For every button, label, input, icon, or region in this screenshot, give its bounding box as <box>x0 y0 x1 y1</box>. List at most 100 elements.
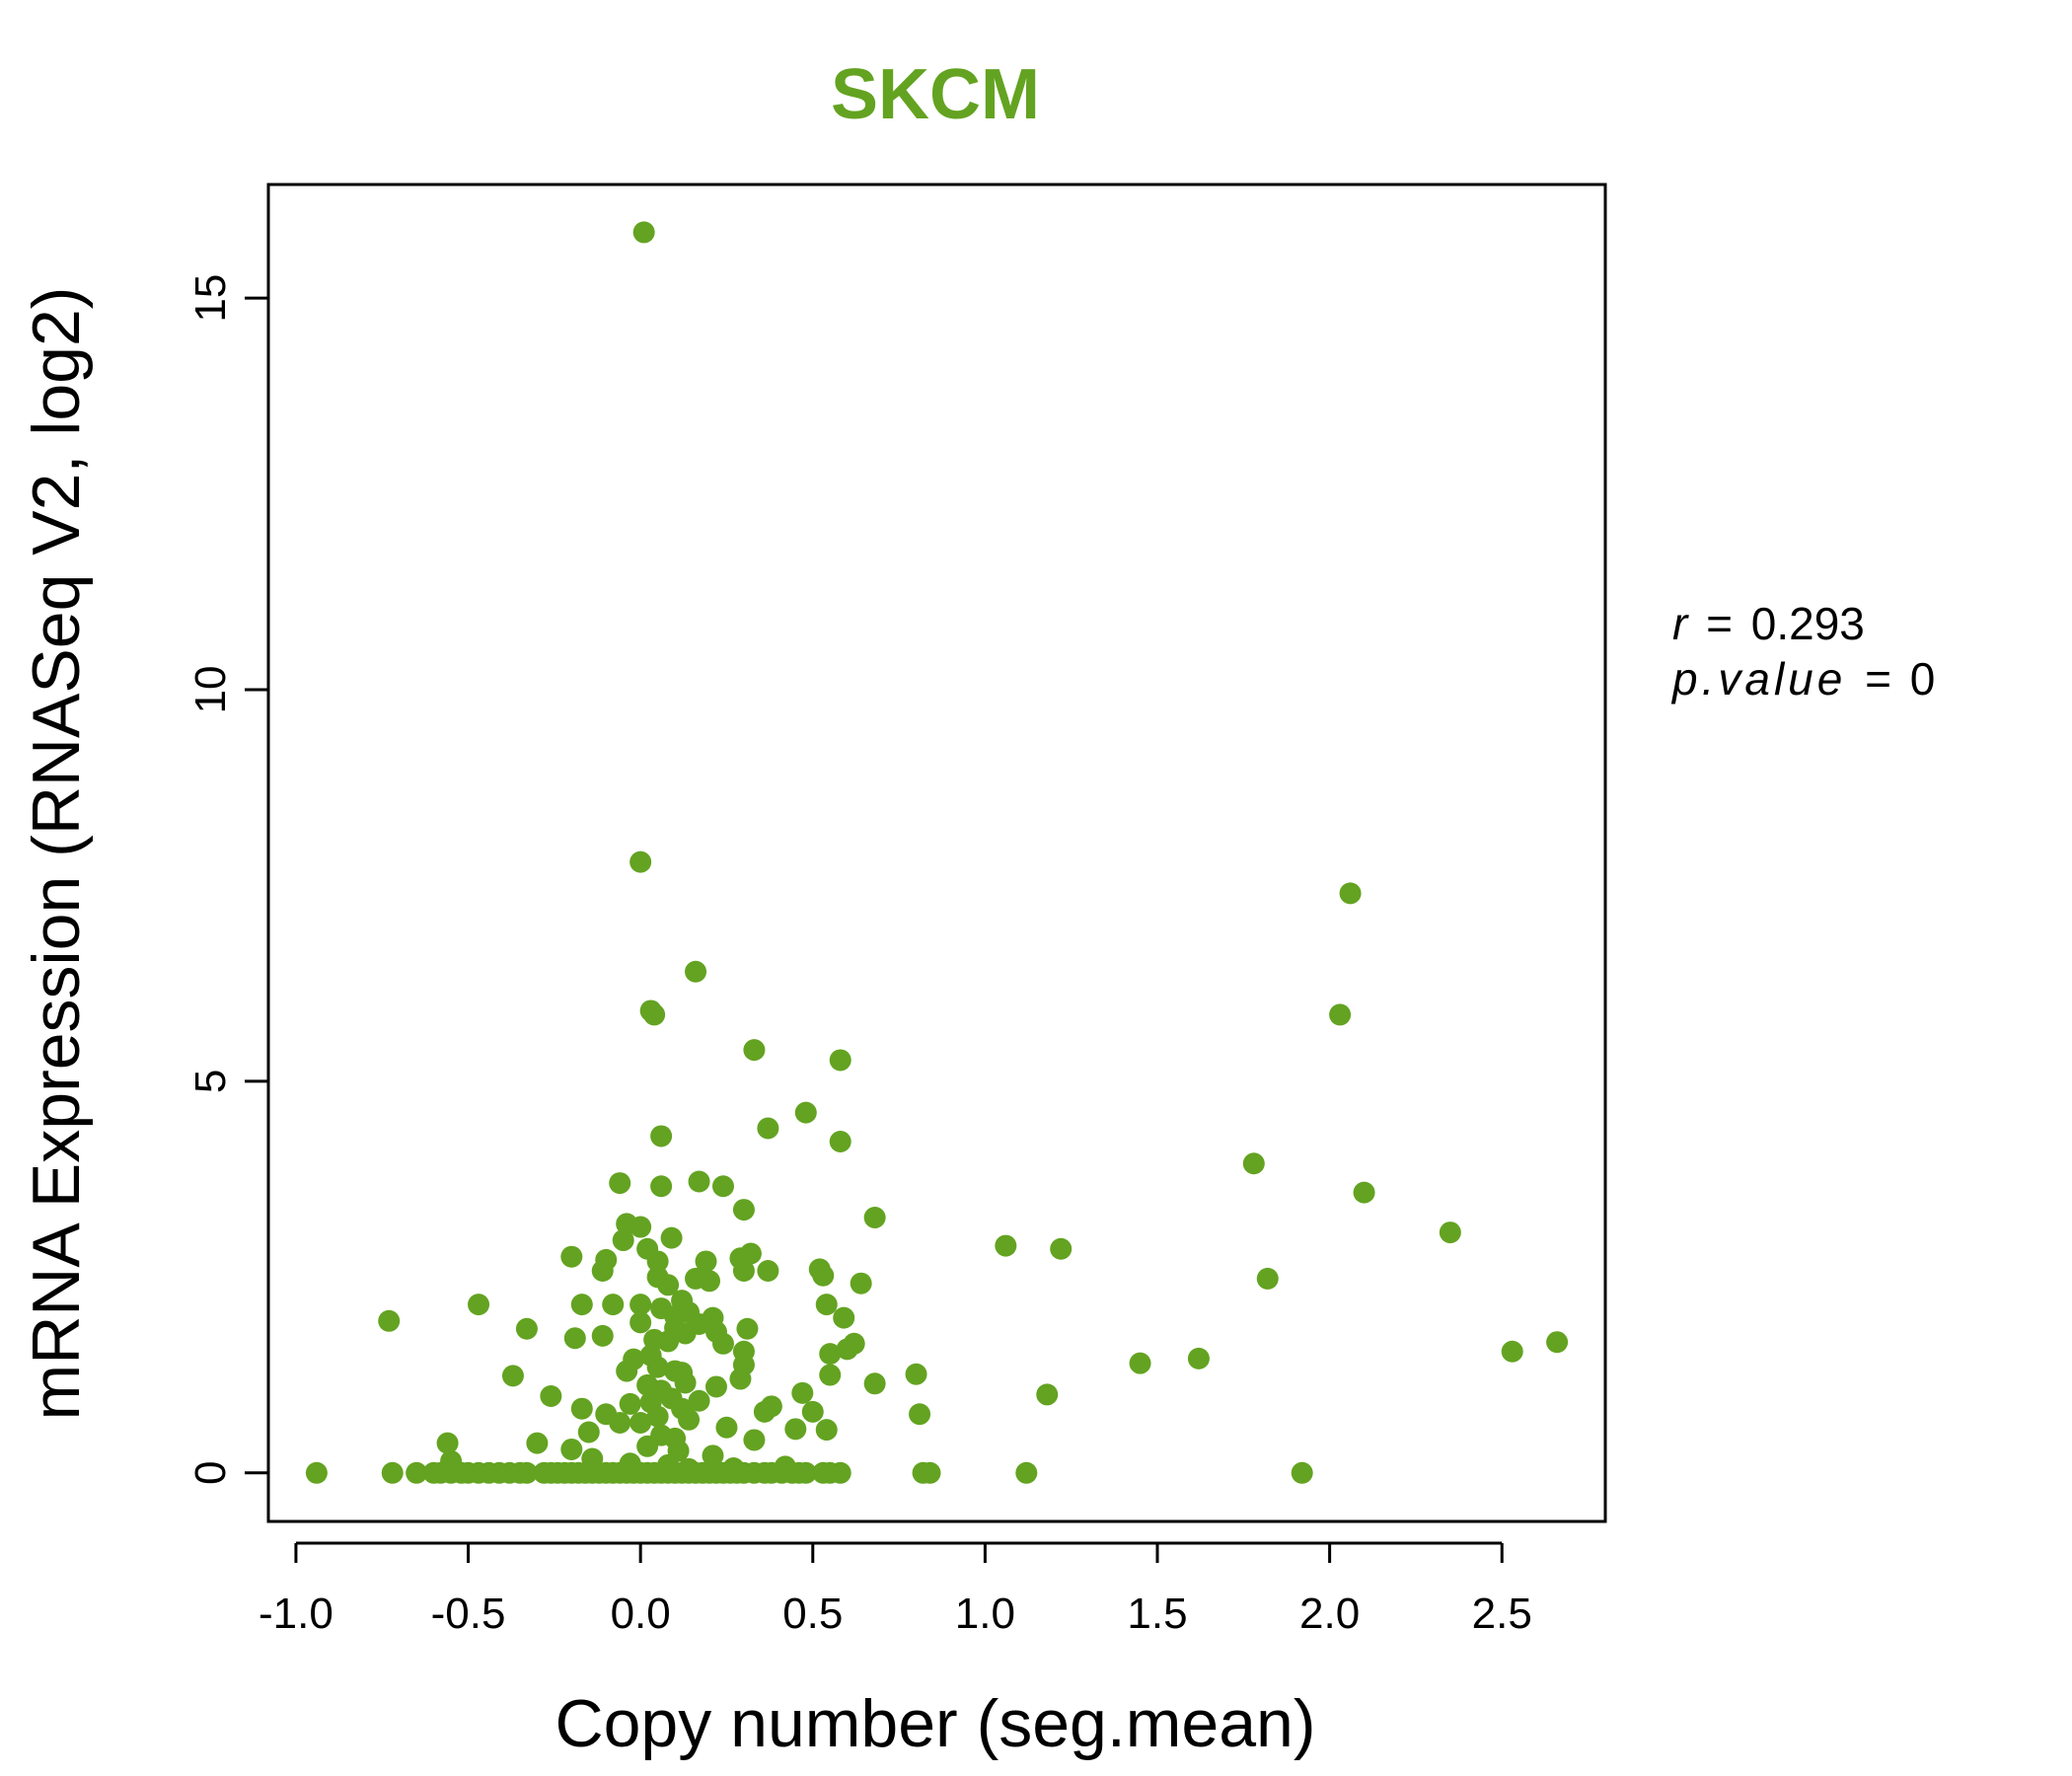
data-point <box>577 1421 600 1443</box>
x-tick-label: 1.5 <box>1127 1590 1187 1638</box>
data-point <box>699 1270 721 1293</box>
x-tick-label: 2.0 <box>1299 1590 1360 1638</box>
data-point <box>815 1294 838 1316</box>
correlation-stats: r = 0.293 p.value = 0 <box>1670 598 1935 704</box>
data-point <box>636 1435 659 1457</box>
data-point <box>812 1264 835 1287</box>
data-point <box>1546 1331 1569 1354</box>
data-point <box>629 851 652 873</box>
data-point <box>1339 882 1362 905</box>
data-point <box>515 1461 538 1484</box>
data-point <box>753 1400 776 1423</box>
p-value-symbol: p.value <box>1670 653 1846 704</box>
data-point <box>657 1274 680 1296</box>
data-point <box>1353 1181 1375 1204</box>
p-equals: = <box>1865 653 1891 704</box>
data-point <box>711 1175 734 1198</box>
data-point <box>629 1411 652 1434</box>
chart-title: SKCM <box>831 55 1040 134</box>
data-point <box>570 1397 593 1420</box>
data-point <box>711 1332 734 1355</box>
data-point <box>829 1049 851 1072</box>
data-point <box>732 1199 755 1221</box>
data-point <box>674 1371 697 1394</box>
data-point <box>794 1461 817 1484</box>
x-axis-label: Copy number (seg.mean) <box>555 1686 1315 1761</box>
data-point <box>688 1389 710 1412</box>
x-tick-label: 1.0 <box>955 1590 1015 1638</box>
data-point <box>909 1403 931 1426</box>
data-point <box>657 1330 680 1353</box>
r-stat: r = 0.293 <box>1672 598 1865 649</box>
data-point <box>515 1317 538 1340</box>
data-point <box>560 1245 583 1268</box>
data-point <box>629 1311 652 1334</box>
data-point <box>685 960 707 983</box>
data-point <box>563 1327 586 1350</box>
y-tick-label: 15 <box>186 274 235 323</box>
data-point <box>829 1131 851 1153</box>
data-point <box>863 1207 886 1229</box>
data-point <box>704 1375 727 1398</box>
p-value-stat: p.value = 0 <box>1670 653 1935 704</box>
data-point <box>791 1381 814 1404</box>
data-points <box>305 221 1569 1484</box>
data-point <box>602 1294 625 1316</box>
data-point <box>836 1338 858 1361</box>
data-point <box>1501 1340 1523 1363</box>
data-point <box>784 1418 807 1441</box>
data-point <box>833 1306 855 1329</box>
data-point <box>715 1416 738 1439</box>
y-axis-label: mRNA Expression (RNASeq V2, log2) <box>19 287 94 1421</box>
data-point <box>743 1429 766 1451</box>
x-tick-label: -0.5 <box>431 1590 506 1638</box>
data-point <box>629 1216 652 1238</box>
data-point <box>729 1368 752 1390</box>
data-point <box>646 1405 669 1428</box>
r-value: 0.293 <box>1751 598 1865 649</box>
x-tick-label: -1.0 <box>259 1590 333 1638</box>
data-point <box>540 1384 562 1407</box>
p-value: 0 <box>1910 653 1936 704</box>
data-point <box>1256 1267 1279 1290</box>
data-point <box>1015 1461 1038 1484</box>
data-point <box>629 1294 652 1316</box>
data-point <box>436 1432 459 1454</box>
data-point <box>616 1360 638 1382</box>
data-point <box>591 1259 614 1282</box>
data-point <box>660 1226 683 1249</box>
y-tick-label: 5 <box>186 1070 235 1093</box>
data-point <box>406 1461 428 1484</box>
data-point <box>650 1175 673 1198</box>
data-point <box>381 1461 404 1484</box>
data-point <box>819 1364 842 1386</box>
data-point <box>1329 1003 1352 1026</box>
x-tick-label: 0.0 <box>611 1590 671 1638</box>
data-point <box>501 1365 524 1387</box>
data-point <box>743 1039 766 1062</box>
data-point <box>650 1125 673 1147</box>
data-point <box>1129 1352 1151 1374</box>
data-point <box>674 1322 697 1345</box>
r-equals: = <box>1706 598 1733 649</box>
data-point <box>829 1461 851 1484</box>
plot-frame <box>266 183 1607 1523</box>
data-point <box>702 1444 724 1467</box>
data-point <box>646 1250 669 1273</box>
y-tick-label: 10 <box>186 666 235 714</box>
data-point <box>570 1294 593 1316</box>
data-point <box>612 1229 634 1252</box>
data-point <box>819 1343 842 1366</box>
x-axis: -1.0 -0.5 0.0 0.5 1.0 1.5 2.0 2.5 <box>259 1541 1532 1638</box>
r-symbol: r <box>1672 598 1689 649</box>
data-point <box>526 1432 549 1454</box>
data-point <box>1439 1221 1461 1244</box>
y-tick-label: 0 <box>186 1461 235 1485</box>
x-tick-label: 0.5 <box>782 1590 843 1638</box>
data-point <box>850 1272 872 1295</box>
data-point <box>736 1317 759 1340</box>
data-point <box>1187 1347 1210 1369</box>
data-point <box>646 1356 669 1378</box>
data-point <box>1036 1383 1059 1406</box>
